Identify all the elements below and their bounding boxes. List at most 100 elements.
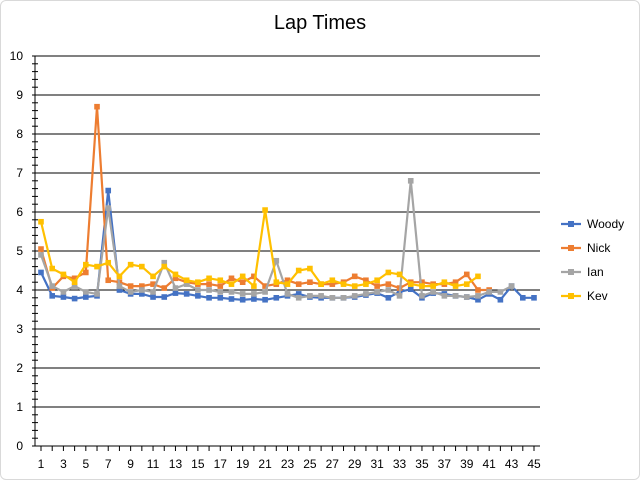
- data-point-ian: [183, 281, 190, 287]
- x-tick-label: 37: [438, 457, 452, 471]
- data-point-ian: [172, 285, 179, 291]
- data-point-nick: [295, 281, 302, 287]
- data-point-ian: [497, 289, 504, 295]
- data-point-kev: [385, 269, 392, 276]
- data-point-kev: [407, 281, 414, 287]
- data-point-ian: [340, 295, 347, 301]
- data-point-kev: [195, 279, 201, 285]
- data-point-woody: [385, 295, 392, 301]
- data-point-kev: [262, 207, 268, 213]
- data-point-woody: [519, 295, 526, 301]
- data-point-kev: [150, 273, 156, 280]
- legend-marker-kev: [568, 293, 574, 299]
- data-point-nick: [374, 283, 380, 289]
- data-point-woody: [228, 296, 235, 302]
- data-point-nick: [217, 283, 224, 289]
- y-tick-label: 6: [16, 205, 23, 219]
- data-point-nick: [262, 283, 268, 289]
- y-tick-label: 5: [16, 244, 23, 258]
- data-point-ian: [127, 289, 134, 295]
- y-tick-label: 3: [16, 322, 23, 336]
- data-point-kev: [452, 283, 459, 289]
- data-point-nick: [419, 279, 425, 285]
- data-point-kev: [441, 279, 448, 285]
- data-point-ian: [463, 294, 470, 300]
- data-point-woody: [295, 291, 302, 297]
- legend-label-woody: Woody: [587, 217, 624, 231]
- data-point-ian: [452, 293, 459, 299]
- data-point-woody: [206, 295, 212, 301]
- data-point-kev: [239, 273, 246, 280]
- data-point-kev: [94, 263, 100, 270]
- x-tick-label: 25: [303, 457, 317, 471]
- series-line-kev: [39, 209, 479, 288]
- y-tick-label: 4: [16, 283, 23, 297]
- gridlines: [35, 55, 540, 408]
- data-point-woody: [139, 291, 145, 297]
- data-point-nick: [206, 281, 212, 287]
- data-point-kev: [206, 275, 212, 282]
- x-tick-label: 15: [191, 457, 205, 471]
- legend-label-ian: Ian: [587, 265, 604, 279]
- legend-label-nick: Nick: [587, 241, 611, 255]
- data-point-kev: [419, 283, 425, 289]
- data-point-nick: [351, 273, 358, 280]
- y-tick-label: 9: [16, 88, 23, 102]
- data-point-kev: [475, 273, 481, 280]
- data-point-kev: [295, 267, 302, 274]
- data-point-kev: [60, 271, 67, 278]
- data-point-woody: [83, 294, 89, 300]
- data-point-kev: [318, 281, 324, 287]
- data-point-kev: [49, 265, 56, 272]
- data-point-kev: [251, 283, 257, 289]
- x-tick-label: 21: [258, 457, 272, 471]
- data-point-ian: [60, 289, 67, 295]
- y-tick-label: 7: [16, 166, 23, 180]
- data-point-ian: [407, 178, 414, 184]
- data-point-nick: [385, 281, 392, 287]
- data-point-woody: [49, 293, 56, 299]
- chart-title: Lap Times: [273, 12, 367, 34]
- x-tick-label: 31: [370, 457, 384, 471]
- data-point-woody: [407, 286, 414, 293]
- data-point-woody: [183, 291, 190, 297]
- data-point-nick: [228, 275, 235, 282]
- data-point-ian: [251, 291, 257, 297]
- data-point-ian: [430, 289, 436, 295]
- data-point-nick: [363, 277, 369, 284]
- data-point-kev: [340, 281, 347, 287]
- data-point-ian: [374, 289, 380, 295]
- data-point-ian: [441, 293, 448, 299]
- y-tick-label: 8: [16, 127, 23, 141]
- x-tick-label: 39: [460, 457, 474, 471]
- x-tick-label: 27: [326, 457, 340, 471]
- x-tick-label: 5: [82, 457, 89, 471]
- data-point-nick: [284, 277, 291, 284]
- data-point-ian: [94, 291, 100, 297]
- data-point-kev: [351, 283, 358, 289]
- data-point-ian: [139, 287, 145, 293]
- data-point-nick: [329, 281, 336, 287]
- data-point-nick: [94, 103, 100, 110]
- data-point-kev: [183, 277, 190, 284]
- data-point-kev: [139, 263, 145, 270]
- data-point-woody: [71, 295, 78, 302]
- data-point-ian: [396, 293, 403, 299]
- data-point-kev: [83, 261, 89, 268]
- data-point-nick: [150, 281, 156, 287]
- data-point-ian: [486, 289, 492, 295]
- data-point-ian: [38, 252, 44, 258]
- data-point-ian: [206, 287, 212, 293]
- y-tick-label: 0: [16, 439, 23, 453]
- x-tick-label: 9: [127, 457, 134, 471]
- data-point-ian: [363, 291, 369, 297]
- data-point-kev: [105, 259, 112, 266]
- data-point-nick: [38, 246, 44, 252]
- data-point-ian: [116, 283, 123, 289]
- x-tick-label: 35: [415, 457, 429, 471]
- data-point-ian: [508, 283, 515, 289]
- x-tick-label: 33: [393, 457, 407, 471]
- data-point-woody: [116, 287, 123, 293]
- data-point-nick: [161, 285, 168, 291]
